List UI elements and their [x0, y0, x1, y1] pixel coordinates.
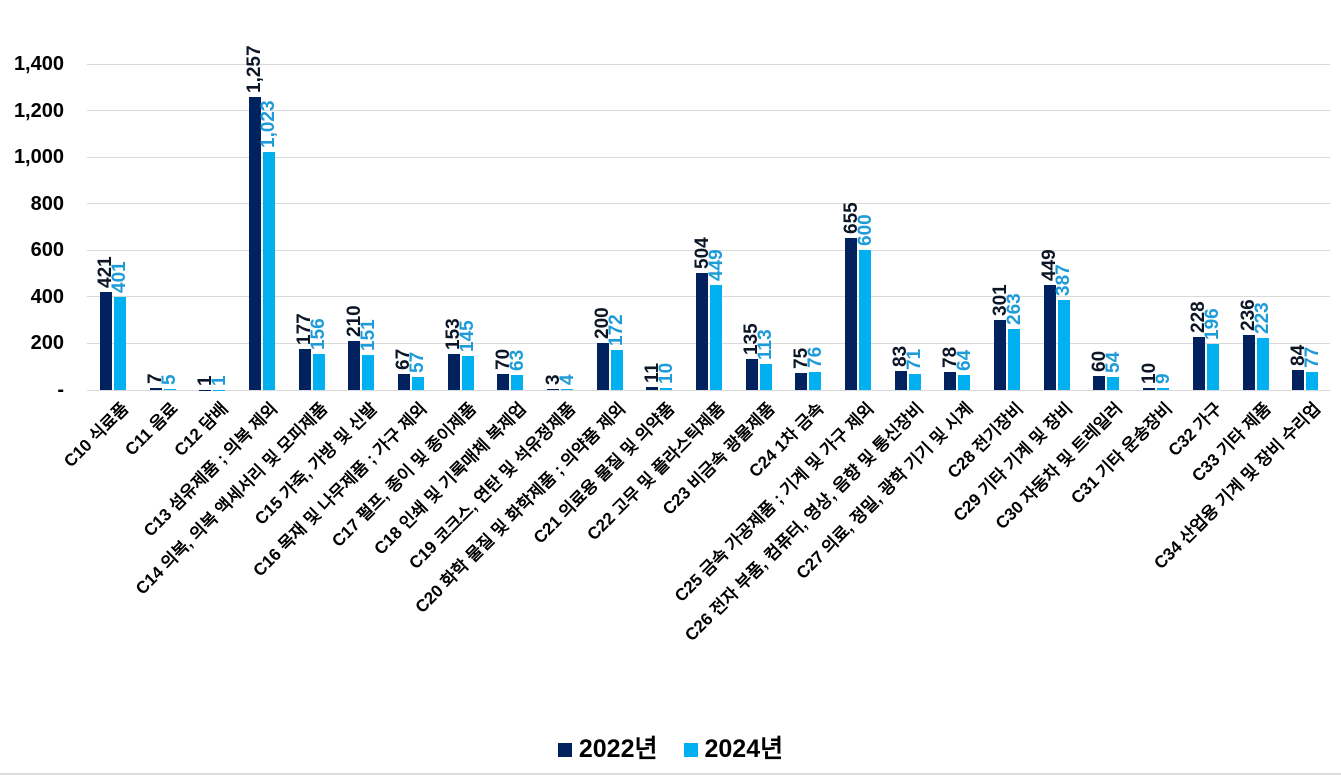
- bar-2024: [113, 296, 126, 390]
- bar-2022: [1093, 376, 1106, 390]
- legend-label-2022: 2022년: [578, 735, 658, 763]
- bar-2024: [759, 363, 772, 390]
- y-axis-tick-label: 400: [30, 285, 64, 308]
- bar-2022: [497, 373, 510, 390]
- y-axis-tick-label: 200: [30, 332, 64, 355]
- bar-2024: [561, 389, 573, 390]
- gridline: [87, 389, 1330, 391]
- bar-2024: [1206, 344, 1219, 390]
- bar-2024: [958, 375, 971, 390]
- gridline: [87, 342, 1330, 344]
- x-axis-category-label: C10 식료품: [60, 399, 133, 472]
- bar-2022: [944, 371, 957, 390]
- bar-2024: [1306, 372, 1319, 390]
- y-axis-tick-label: 600: [30, 239, 64, 262]
- bar-2022: [894, 370, 907, 390]
- bar-2024: [610, 349, 623, 390]
- bar-2024: [163, 388, 176, 390]
- bar-2024: [809, 372, 822, 390]
- bottom-divider-line: [0, 773, 1341, 775]
- bar-2022: [397, 374, 410, 390]
- gridline: [87, 203, 1330, 205]
- y-axis-tick-label: -: [57, 379, 64, 401]
- bar-2022: [547, 389, 559, 390]
- legend-item-2022: 2022년: [557, 735, 658, 763]
- gridline: [87, 296, 1330, 298]
- y-axis-tick-label: 800: [30, 192, 64, 215]
- bar-2024: [710, 285, 722, 390]
- bar-2022: [149, 388, 162, 390]
- legend-label-2024: 2024년: [704, 735, 784, 763]
- bar-2022: [447, 354, 460, 390]
- legend-swatch-2022: [557, 742, 572, 757]
- bar-2024: [660, 387, 673, 390]
- bar-2024: [312, 353, 325, 390]
- bar-2022: [99, 292, 112, 390]
- bar-2022: [845, 237, 857, 390]
- bar-2024: [411, 376, 424, 390]
- gridlines: [87, 63, 1330, 391]
- legend-swatch-2024: [683, 742, 698, 757]
- bar-2022: [1192, 336, 1205, 390]
- bar-2022: [298, 348, 311, 390]
- legend: 2022년 2024년: [0, 736, 1341, 763]
- x-axis-category-label: C26 전자 부품, 컴퓨터, 영상, 음향 및 통신장비: [681, 399, 928, 645]
- bar-2022: [994, 319, 1007, 390]
- gridline: [87, 156, 1330, 158]
- bar-2022: [1043, 285, 1056, 390]
- bar-2022: [348, 341, 361, 390]
- legend-item-2024: 2024년: [683, 735, 784, 763]
- y-axis-tick-label: 1,000: [13, 146, 64, 169]
- bar-2022: [1242, 335, 1255, 390]
- bar-2024: [1157, 387, 1170, 390]
- y-axis-tick-label: 1,200: [13, 99, 64, 122]
- bars-layer: 421 401 7 5 1 1 1,257 1,023 177 156 210 151 67 57 153 1…: [88, 46, 1330, 390]
- bar-2022: [646, 387, 659, 390]
- bar-2024: [461, 356, 474, 390]
- gridline: [87, 63, 1330, 65]
- bar-2024: [859, 250, 871, 390]
- bar-2024: [1256, 338, 1269, 390]
- y-axis-tick-label: 1,400: [13, 53, 64, 75]
- bar-2024: [362, 354, 375, 390]
- bar-2022: [745, 358, 758, 390]
- bar-2024: [1057, 299, 1070, 390]
- bar-2022: [596, 343, 609, 390]
- bar-2022: [795, 372, 808, 390]
- bar-2022: [696, 272, 708, 390]
- bar-2022: [248, 97, 261, 390]
- bar-2024: [1107, 377, 1120, 390]
- gridline: [87, 110, 1330, 112]
- bar-2022: [1143, 387, 1156, 390]
- bar-2024: [1008, 328, 1021, 390]
- gridline: [87, 249, 1330, 251]
- bar-2024: [511, 375, 524, 390]
- bar-2022: [1292, 370, 1305, 390]
- bar-2024: [908, 373, 921, 390]
- plot-area: 421 401 7 5 1 1 1,257 1,023 177 156 210 151 67 57 153 1…: [87, 46, 1330, 391]
- x-axis-category-label: C11 음료: [121, 399, 182, 460]
- bar-2024: [262, 151, 275, 390]
